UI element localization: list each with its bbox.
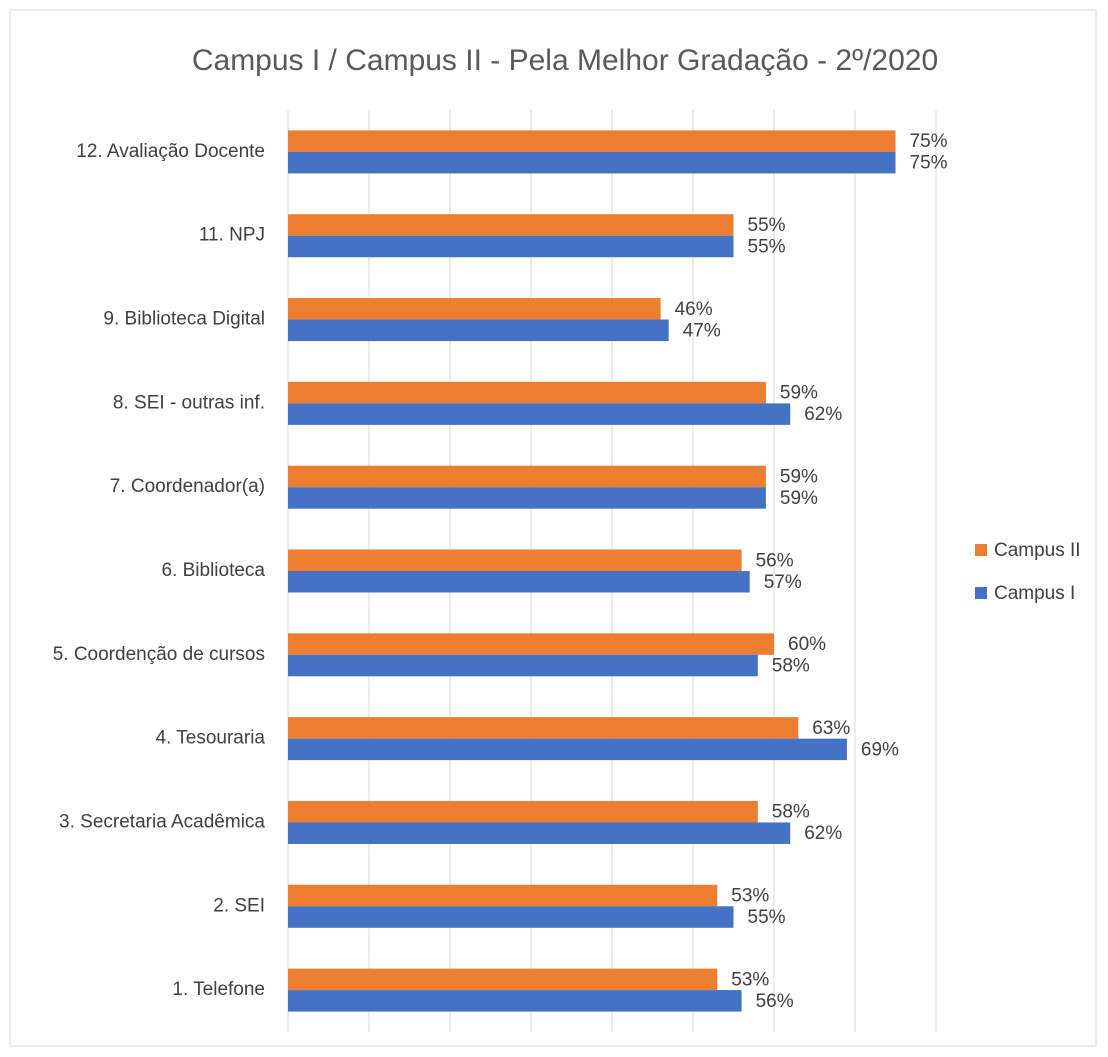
value-label: 59% <box>780 488 818 509</box>
bar <box>288 130 896 152</box>
value-label: 59% <box>780 466 818 487</box>
bar <box>288 403 791 425</box>
bar <box>288 884 718 907</box>
category-label: 12. Avaliação Docente <box>76 141 265 162</box>
category-label: 1. Telefone <box>172 979 265 1000</box>
bar <box>288 298 661 320</box>
value-label: 57% <box>764 572 802 593</box>
bar <box>288 487 766 509</box>
bar <box>288 654 758 677</box>
bar <box>288 990 742 1012</box>
chart-title: Campus I / Campus II - Pela Melhor Grada… <box>192 44 938 77</box>
category-label: 7. Coordenador(a) <box>110 476 265 497</box>
bar <box>288 549 742 571</box>
bar <box>288 151 896 174</box>
category-label: 4. Tesouraria <box>156 728 266 749</box>
value-label: 59% <box>780 383 818 404</box>
bar <box>288 319 669 342</box>
bar <box>288 738 847 761</box>
bar <box>288 800 758 823</box>
legend-label: Campus II <box>994 540 1081 561</box>
value-label: 46% <box>675 299 713 320</box>
category-label: 2. SEI <box>213 895 265 916</box>
value-label: 55% <box>748 236 786 257</box>
category-label: 3. Secretaria Acadêmica <box>59 811 265 832</box>
category-label: 11. NPJ <box>199 225 265 246</box>
value-label: 63% <box>812 718 850 739</box>
value-label: 75% <box>910 131 948 152</box>
value-label: 58% <box>772 802 810 823</box>
bar <box>288 465 766 488</box>
value-label: 60% <box>788 634 826 655</box>
value-label: 53% <box>731 969 769 990</box>
value-label: 55% <box>748 215 786 236</box>
value-label: 56% <box>756 991 794 1012</box>
legend-swatch <box>975 544 987 556</box>
value-label: 62% <box>804 404 842 425</box>
value-label: 75% <box>910 153 948 174</box>
bar <box>288 214 734 236</box>
value-label: 58% <box>772 656 810 677</box>
value-label: 55% <box>748 907 786 928</box>
category-label: 5. Coordenção de cursos <box>53 644 265 665</box>
bar <box>288 906 734 928</box>
value-label: 56% <box>756 550 794 571</box>
legend-label: Campus I <box>994 583 1075 604</box>
value-label: 53% <box>731 886 769 907</box>
value-label: 47% <box>683 320 721 341</box>
bar <box>288 968 718 991</box>
value-label: 62% <box>804 823 842 844</box>
category-label: 9. Biblioteca Digital <box>103 309 265 330</box>
bar <box>288 717 799 739</box>
value-label: 69% <box>861 739 899 760</box>
bar <box>288 822 791 844</box>
bar <box>288 571 750 593</box>
legend-swatch <box>975 587 987 599</box>
bar <box>288 381 766 404</box>
chart-border <box>9 9 1097 1047</box>
category-label: 8. SEI - outras inf. <box>113 392 265 413</box>
bar <box>288 235 734 258</box>
bar <box>288 633 774 655</box>
category-label: 6. Biblioteca <box>161 560 265 581</box>
